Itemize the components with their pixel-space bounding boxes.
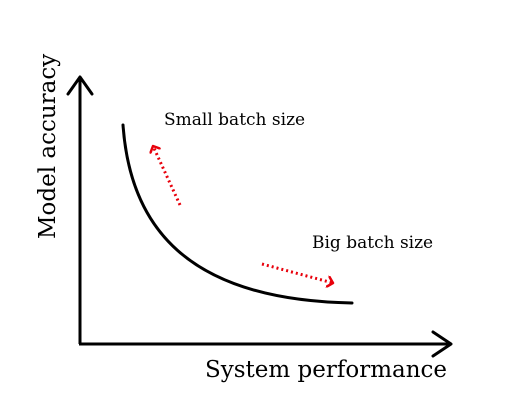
- y-axis-arrowhead: [66, 75, 94, 96]
- small-batch-arrow: [153, 146, 182, 206]
- big-batch-arrow: [261, 262, 333, 283]
- tradeoff-curve: [121, 123, 354, 305]
- x-axis-label: System performance: [205, 357, 447, 383]
- big-batch-label: Big batch size: [312, 233, 433, 253]
- y-axis-label: Model accuracy: [35, 54, 61, 239]
- x-axis-arrowhead: [431, 330, 453, 358]
- small-batch-label: Small batch size: [164, 110, 305, 130]
